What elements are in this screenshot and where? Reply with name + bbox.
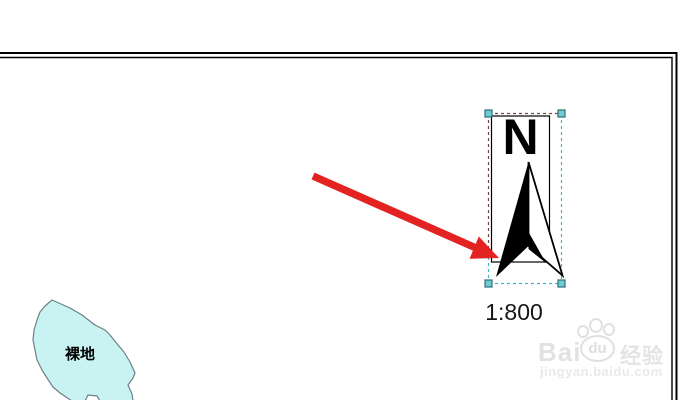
land-parcel[interactable] (32, 299, 136, 400)
land-parcel-notch (84, 394, 101, 400)
paw-icon: du (576, 318, 620, 364)
land-parcel-polygon[interactable] (32, 299, 136, 400)
page-border (0, 52, 678, 400)
page-border-inner (0, 56, 673, 400)
watermark-url: jingyan.baidu.com (540, 364, 663, 379)
scale-text[interactable]: 1:800 (485, 299, 543, 325)
north-arrow-needle-left[interactable] (496, 162, 529, 277)
selection-handle-sw[interactable] (484, 279, 493, 288)
annotation-red-arrow-shaft (311, 172, 478, 252)
selection-handle-ne[interactable] (557, 109, 566, 118)
watermark-brand-suffix: du (580, 335, 615, 362)
watermark: Bai du 经验 jingyan.baidu.com (536, 318, 686, 379)
north-arrow-letter[interactable]: N (502, 109, 539, 165)
page-border-outer (0, 52, 678, 400)
north-arrow-element[interactable] (490, 115, 565, 279)
paw-toe-icon (577, 325, 589, 338)
paw-toe-icon (589, 318, 603, 333)
north-arrow-needle-barb (528, 232, 546, 263)
selection-handle-se[interactable] (557, 279, 566, 288)
watermark-brand-prefix: Bai (538, 337, 582, 367)
selection-handle-nw[interactable] (484, 109, 493, 118)
selection-handles[interactable] (484, 109, 566, 288)
annotation-red-arrow (311, 172, 499, 259)
annotation-red-arrow-head (469, 236, 499, 259)
baidu-logo: Bai du 经验 (536, 318, 686, 368)
selection-outline (487, 112, 563, 285)
watermark-brand-cn: 经验 (620, 345, 664, 368)
land-parcel-label: 裸地 (64, 346, 95, 363)
paw-toe-icon (603, 323, 615, 336)
